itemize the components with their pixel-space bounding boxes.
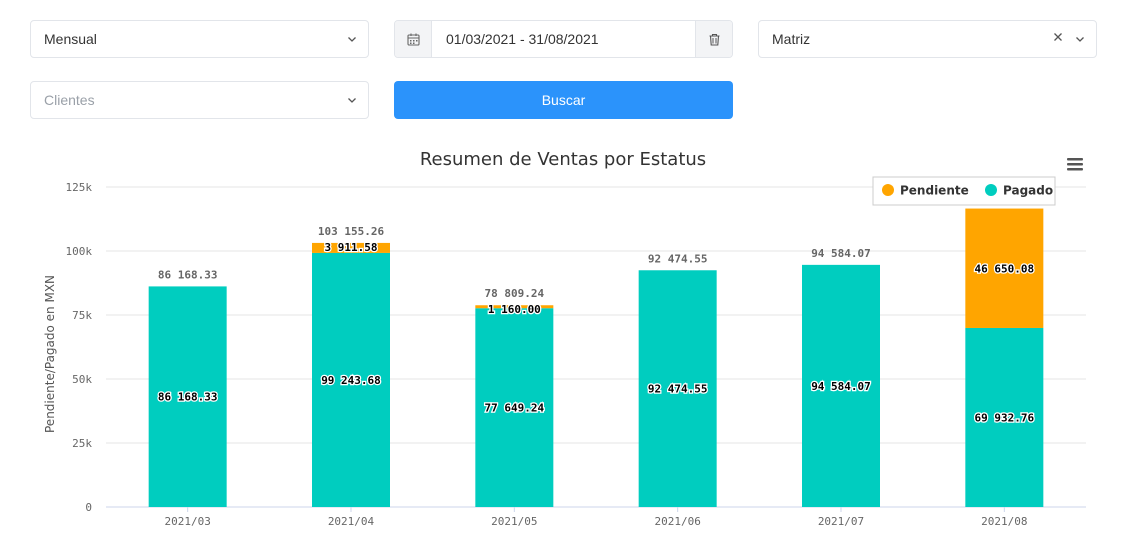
sales-status-chart: Resumen de Ventas por Estatus Pendiente/…: [43, 149, 1086, 528]
bar-pendiente: [312, 242, 390, 253]
branch-select-value: Matriz: [772, 31, 811, 47]
y-tick-label: 125k: [66, 181, 93, 194]
bar-pagado: [802, 264, 880, 507]
total-label: 94 584.07: [811, 247, 871, 260]
bar-pagado: [312, 252, 390, 507]
branch-select[interactable]: Matriz: [758, 20, 1097, 58]
bar-pendiente: [965, 208, 1044, 328]
y-tick-label: 100k: [66, 245, 93, 258]
x-tick-label: 2021/07: [818, 515, 864, 528]
data-label-pendiente: 3 911.58: [325, 241, 378, 254]
calendar-button[interactable]: [395, 21, 432, 57]
data-label-pagado: 94 584.07: [811, 380, 871, 393]
x-tick-label: 2021/06: [654, 515, 700, 528]
data-label-pagado: 99 243.68: [321, 374, 381, 387]
data-label-pagado: 86 168.33: [158, 391, 218, 404]
data-label-pendiente: 46 650.08: [975, 262, 1035, 275]
bar-pagado: [638, 270, 717, 507]
legend-label-pendiente: Pendiente: [900, 184, 969, 198]
chart-legend: Pendiente Pagado: [872, 176, 1056, 206]
legend-marker-pendiente: [882, 184, 894, 196]
data-label-pendiente: 1 160.00: [488, 303, 541, 316]
x-tick-label: 2021/04: [328, 515, 375, 528]
y-tick-label: 50k: [72, 373, 92, 386]
total-label: 78 809.24: [485, 287, 545, 300]
y-axis-label: Pendiente/Pagado en MXN: [43, 275, 57, 433]
calendar-icon: [407, 33, 420, 46]
bar-pagado: [148, 286, 227, 507]
date-range-input[interactable]: 01/03/2021 - 31/08/2021: [446, 31, 599, 47]
y-tick-label: 75k: [72, 309, 92, 322]
clear-date-button[interactable]: [695, 21, 732, 57]
legend-marker-pagado: [985, 184, 997, 196]
chart-title: Resumen de Ventas por Estatus: [420, 149, 706, 170]
clients-select[interactable]: Clientes: [30, 81, 369, 119]
clear-selection-icon[interactable]: [1053, 32, 1063, 42]
bar-pagado: [475, 308, 554, 507]
chevron-down-icon: [1076, 37, 1084, 42]
total-label: 92 474.55: [648, 252, 708, 265]
bar-pendiente: [475, 305, 554, 309]
bar-pagado: [965, 327, 1044, 507]
y-tick-label: 25k: [72, 437, 92, 450]
period-select-value: Mensual: [44, 31, 97, 47]
data-label-pagado: 77 649.24: [485, 402, 545, 415]
date-range-picker[interactable]: 01/03/2021 - 31/08/2021: [394, 20, 733, 58]
clients-select-placeholder: Clientes: [44, 92, 95, 108]
menu-icon[interactable]: [1067, 158, 1083, 171]
total-label: 86 168.33: [158, 268, 218, 281]
chevron-down-icon: [348, 37, 356, 42]
data-label-pagado: 69 932.76: [975, 411, 1035, 424]
x-tick-label: 2021/05: [491, 515, 537, 528]
legend-item-pagado[interactable]: Pagado: [985, 184, 1053, 198]
total-label: 103 155.26: [318, 225, 385, 238]
x-tick-label: 2021/03: [164, 515, 210, 528]
legend-item-pendiente[interactable]: Pendiente: [882, 184, 969, 198]
search-button[interactable]: Buscar: [394, 81, 733, 119]
data-label-pagado: 92 474.55: [648, 383, 708, 396]
trash-icon: [709, 33, 720, 46]
legend-label-pagado: Pagado: [1003, 184, 1053, 198]
period-select[interactable]: Mensual: [30, 20, 369, 58]
y-tick-label: 0: [85, 501, 92, 514]
x-tick-label: 2021/08: [981, 515, 1027, 528]
chevron-down-icon: [348, 98, 356, 103]
